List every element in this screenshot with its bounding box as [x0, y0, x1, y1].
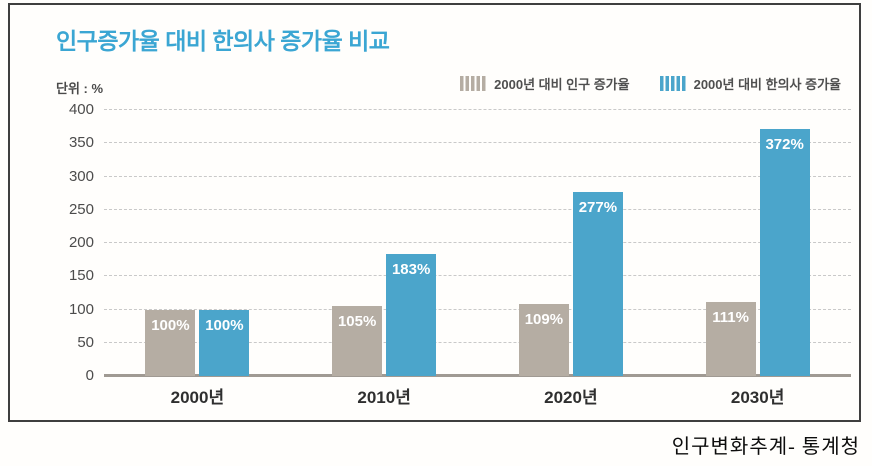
- gridline-150: [104, 275, 851, 277]
- bar-value-label: 100%: [205, 316, 244, 334]
- bar-group-2020년: 109% 277%: [478, 110, 665, 376]
- gridline-100: [104, 308, 851, 310]
- chart-title: 인구증가율 대비 한의사 증가율 비교: [56, 28, 390, 54]
- y-tick-350: 350: [68, 134, 94, 152]
- bar-2000년 대비 한의사 증가율-2010년: 183%: [386, 254, 437, 376]
- gridline-200: [104, 242, 851, 243]
- gridline-350: [104, 142, 851, 144]
- bar-groups: 100% 100% 105% 183% 109% 277% 111% 372%: [104, 110, 851, 376]
- category-label-2000년: 2000년: [170, 388, 225, 407]
- gridline-250: [104, 208, 851, 210]
- bar-value-label: 183%: [391, 261, 431, 279]
- legend: 2000년 대비 인구 증가율 2000년 대비 한의사 증가율: [460, 74, 841, 93]
- category-label-2030년: 2030년: [730, 388, 785, 407]
- y-tick-250: 250: [68, 200, 94, 218]
- bar-2000년 대비 인구 증가율-2030년: 111%: [705, 302, 756, 376]
- x-axis-categories: 2000년 2010년 2020년 2030년: [104, 383, 851, 408]
- legend-swatch-striped: [460, 76, 488, 91]
- bar-group-2000년: 100% 100%: [104, 110, 291, 376]
- gridline-300: [104, 175, 851, 177]
- bar-group-2030년: 111% 372%: [664, 110, 851, 376]
- bar-value-label: 109%: [524, 310, 564, 328]
- bar-value-label: 105%: [337, 313, 377, 331]
- bar-2000년 대비 한의사 증가율-2030년: 372%: [759, 128, 810, 376]
- y-tick-150: 150: [68, 267, 94, 285]
- bar-2000년 대비 인구 증가율-2000년: 100%: [145, 309, 196, 376]
- chart-panel: 인구증가율 대비 한의사 증가율 비교 단위 : % 2000년 대비 인구 증…: [8, 3, 861, 422]
- legend-item-0: 2000년 대비 인구 증가율: [460, 74, 630, 93]
- bar-group-2010년: 105% 183%: [291, 110, 478, 376]
- bar-2000년 대비 인구 증가율-2010년: 105%: [332, 306, 383, 376]
- unit-label: 단위 : %: [56, 81, 104, 96]
- bar-2000년 대비 한의사 증가율-2000년: 100%: [199, 309, 250, 376]
- x-axis-line: [104, 374, 851, 377]
- y-tick-300: 300: [68, 167, 94, 185]
- category-label-2020년: 2020년: [544, 388, 598, 407]
- y-tick-200: 200: [68, 234, 94, 251]
- bar-2000년 대비 한의사 증가율-2020년: 277%: [572, 191, 623, 376]
- bar-value-label: 111%: [712, 309, 749, 327]
- bar-value-label: 277%: [578, 198, 618, 216]
- bar-value-label: 100%: [151, 316, 190, 334]
- source-caption: 인구변화추계- 통계청: [671, 436, 860, 458]
- plot-area: 0 50 100 150 200 250 300 350 400 100% 100% 105% 183%…: [69, 101, 851, 384]
- category-label-2010년: 2010년: [357, 388, 411, 407]
- y-tick-0: 0: [85, 367, 94, 384]
- gridline-400: [104, 109, 851, 110]
- y-tick-400: 400: [68, 101, 94, 118]
- y-tick-100: 100: [68, 300, 94, 318]
- gridline-50: [104, 341, 851, 343]
- legend-item-1: 2000년 대비 한의사 증가율: [659, 74, 841, 93]
- legend-swatch-striped: [659, 76, 687, 91]
- legend-label: 2000년 대비 인구 증가율: [494, 77, 630, 92]
- bar-2000년 대비 인구 증가율-2020년: 109%: [518, 303, 569, 376]
- legend-label: 2000년 대비 한의사 증가율: [693, 77, 841, 92]
- y-tick-50: 50: [77, 333, 94, 351]
- bar-value-label: 372%: [765, 135, 804, 153]
